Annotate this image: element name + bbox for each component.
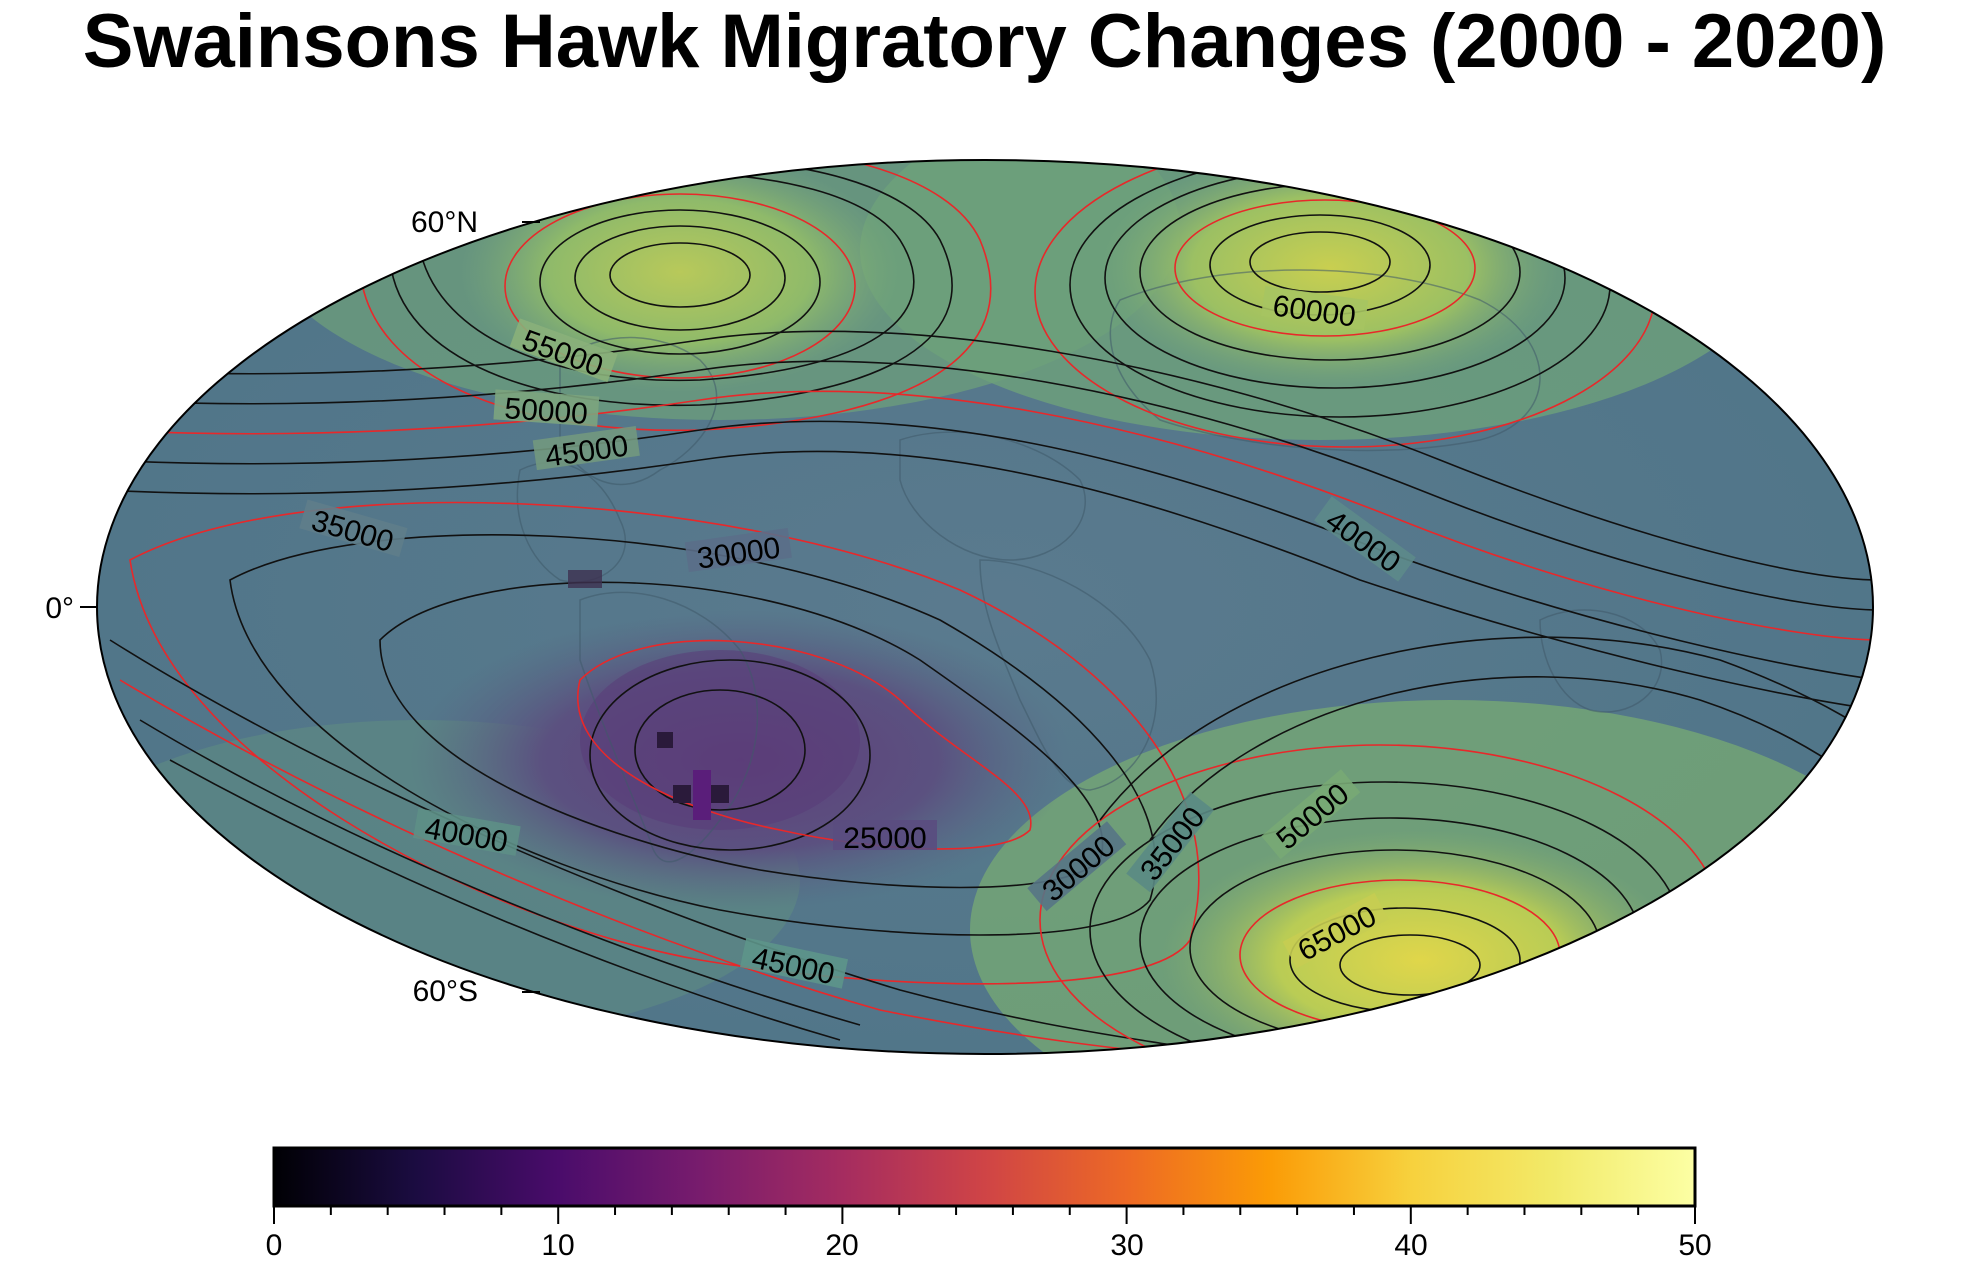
lat-label-60s: 60°S bbox=[413, 975, 478, 1008]
lat-label-equator: 0° bbox=[45, 592, 74, 625]
latitude-axis: 60°N 0° 60°S bbox=[45, 206, 540, 1008]
colorbar-tick-label: 20 bbox=[825, 1229, 858, 1261]
data-cells bbox=[568, 570, 729, 820]
colorbar-tick-label: 10 bbox=[541, 1229, 574, 1261]
colorbar-tick-label: 40 bbox=[1394, 1229, 1427, 1261]
colorbar-ticks bbox=[273, 1206, 1696, 1224]
globe-surface bbox=[97, 160, 1873, 1054]
contour-label: 50000 bbox=[503, 392, 589, 431]
colorbar-tick-label: 50 bbox=[1678, 1229, 1711, 1261]
contour-label: 25000 bbox=[843, 822, 926, 855]
colorbar-tick-label: 30 bbox=[1110, 1229, 1143, 1261]
colorbar-tick-label: 0 bbox=[266, 1229, 283, 1261]
map-title: Swainsons Hawk Migratory Changes (2000 -… bbox=[82, 0, 1887, 84]
colorbar-gradient bbox=[272, 1146, 1697, 1208]
lat-label-60n: 60°N bbox=[411, 206, 478, 239]
colorbar: 0 10 20 30 40 50 bbox=[266, 1146, 1712, 1261]
